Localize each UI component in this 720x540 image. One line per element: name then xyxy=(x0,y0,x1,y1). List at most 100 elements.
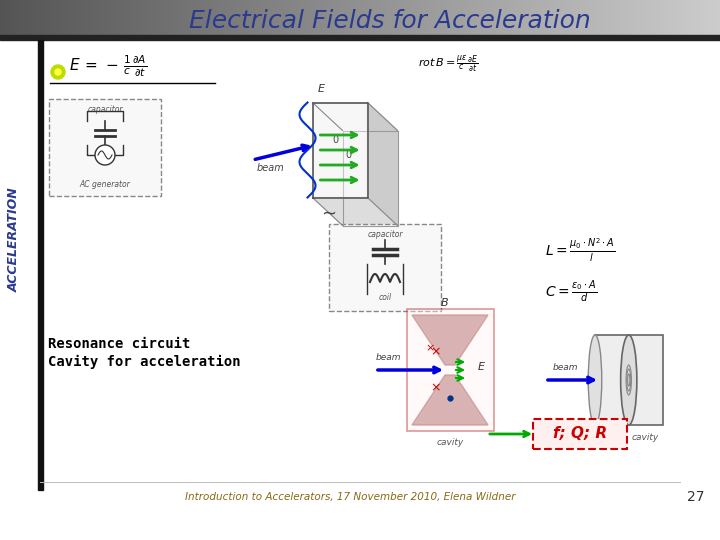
Bar xyxy=(457,0,458,35)
Bar xyxy=(327,0,328,35)
Bar xyxy=(319,0,320,35)
Bar xyxy=(154,0,155,35)
Bar xyxy=(404,0,405,35)
Bar xyxy=(338,0,339,35)
Bar xyxy=(81,0,82,35)
Bar xyxy=(579,0,580,35)
Bar xyxy=(670,0,671,35)
Bar xyxy=(89,0,90,35)
Bar xyxy=(413,0,414,35)
Bar xyxy=(292,0,293,35)
Bar xyxy=(56,0,57,35)
Bar xyxy=(425,0,426,35)
Bar xyxy=(364,0,365,35)
Bar xyxy=(395,0,396,35)
Bar xyxy=(401,0,402,35)
Bar xyxy=(710,0,711,35)
Bar xyxy=(692,0,693,35)
Bar xyxy=(208,0,209,35)
Bar xyxy=(66,0,67,35)
Bar xyxy=(320,0,321,35)
Bar xyxy=(580,0,581,35)
Bar xyxy=(101,0,102,35)
Bar xyxy=(399,0,400,35)
Bar xyxy=(581,0,582,35)
Bar xyxy=(6,0,7,35)
Bar xyxy=(31,0,32,35)
Bar xyxy=(77,0,78,35)
Bar xyxy=(592,0,593,35)
Bar xyxy=(615,0,616,35)
Bar xyxy=(273,0,274,35)
Bar xyxy=(224,0,225,35)
Bar xyxy=(584,0,585,35)
Ellipse shape xyxy=(588,335,602,425)
Bar xyxy=(544,0,545,35)
Bar xyxy=(694,0,695,35)
Bar xyxy=(562,0,563,35)
Bar xyxy=(326,0,327,35)
Bar xyxy=(143,0,144,35)
Bar xyxy=(659,0,660,35)
Bar xyxy=(610,0,611,35)
Bar xyxy=(603,0,604,35)
Bar xyxy=(397,0,398,35)
Bar xyxy=(46,0,47,35)
Bar xyxy=(513,0,514,35)
Bar xyxy=(497,0,498,35)
Bar xyxy=(286,0,287,35)
Text: ×: × xyxy=(431,381,441,395)
Text: ACCELERATION: ACCELERATION xyxy=(7,187,20,292)
Bar xyxy=(572,0,573,35)
Bar xyxy=(43,0,44,35)
Bar xyxy=(144,0,145,35)
Bar xyxy=(50,0,51,35)
Bar xyxy=(337,0,338,35)
Text: 0: 0 xyxy=(332,135,338,145)
Bar xyxy=(0,0,1,35)
Bar xyxy=(233,0,234,35)
Bar xyxy=(520,0,521,35)
Bar xyxy=(148,0,149,35)
Text: Introduction to Accelerators, 17 November 2010, Elena Wildner: Introduction to Accelerators, 17 Novembe… xyxy=(185,492,516,502)
Bar xyxy=(196,0,197,35)
Bar xyxy=(379,0,380,35)
Bar xyxy=(586,0,587,35)
Bar xyxy=(307,0,308,35)
Bar xyxy=(242,0,243,35)
Bar xyxy=(8,0,9,35)
Bar xyxy=(618,0,619,35)
Bar xyxy=(450,0,451,35)
Text: $\mathbf{\it{E}}$$\,=\,-\,\frac{\mathit{1}}{\mathit{c}}\frac{\partial \mathit{A}: $\mathbf{\it{E}}$$\,=\,-\,\frac{\mathit{… xyxy=(69,53,147,79)
Bar xyxy=(100,0,101,35)
Bar xyxy=(639,0,640,35)
Bar xyxy=(1,0,2,35)
Bar xyxy=(455,0,456,35)
Bar xyxy=(52,0,53,35)
Bar xyxy=(351,0,352,35)
Bar xyxy=(15,0,16,35)
Bar xyxy=(195,0,196,35)
Bar xyxy=(622,0,623,35)
Text: ×: × xyxy=(426,343,435,353)
Bar xyxy=(306,0,307,35)
Bar xyxy=(197,0,198,35)
Bar xyxy=(112,0,113,35)
Bar xyxy=(460,0,461,35)
Bar xyxy=(151,0,152,35)
Bar xyxy=(353,0,354,35)
Bar xyxy=(613,0,614,35)
Bar xyxy=(612,0,613,35)
Bar xyxy=(368,0,369,35)
Bar xyxy=(261,0,262,35)
Bar xyxy=(644,0,645,35)
Bar xyxy=(108,0,109,35)
Bar xyxy=(262,0,263,35)
Bar xyxy=(506,0,507,35)
Bar xyxy=(718,0,719,35)
Bar xyxy=(169,0,170,35)
Bar xyxy=(474,0,475,35)
Bar xyxy=(408,0,409,35)
Bar xyxy=(651,0,652,35)
Bar xyxy=(438,0,439,35)
